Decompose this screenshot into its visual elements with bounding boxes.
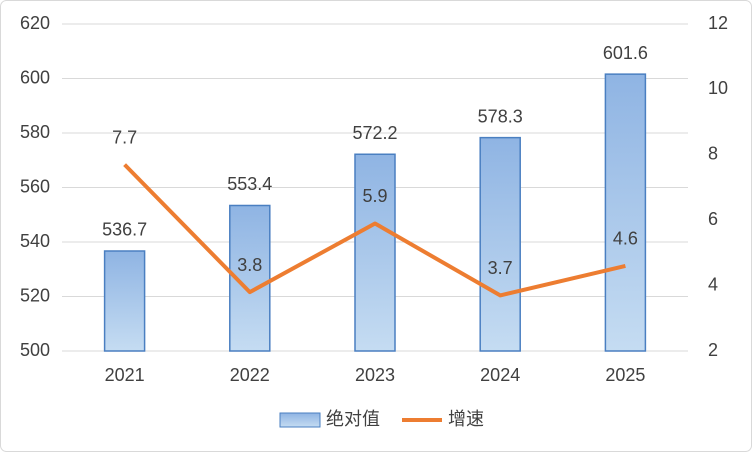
y-tick-label: 520 — [20, 285, 50, 305]
legend-label: 增速 — [448, 409, 484, 429]
bar-label: 601.6 — [603, 43, 648, 63]
bar-label: 572.2 — [352, 123, 397, 143]
x-tick-label: 2023 — [355, 365, 395, 385]
y-tick-label: 500 — [20, 340, 50, 360]
y2-tick-label: 4 — [708, 274, 718, 294]
y-tick-label: 620 — [20, 13, 50, 33]
bar-label: 578.3 — [478, 106, 523, 126]
bar-label: 536.7 — [102, 220, 147, 240]
y2-tick-label: 6 — [708, 209, 718, 229]
y2-tick-label: 10 — [708, 78, 728, 98]
y2-tick-label: 8 — [708, 144, 718, 164]
y2-tick-label: 2 — [708, 340, 718, 360]
y2-tick-label: 12 — [708, 13, 728, 33]
bar — [479, 136, 521, 352]
line-label: 3.7 — [488, 258, 513, 278]
bar — [604, 73, 647, 352]
y-tick-label: 560 — [20, 176, 50, 196]
y-tick-label: 540 — [20, 231, 50, 251]
y-tick-label: 580 — [20, 122, 50, 142]
bar — [229, 204, 271, 352]
x-tick-label: 2021 — [105, 365, 145, 385]
bar-label: 553.4 — [227, 174, 272, 194]
bar — [103, 250, 146, 352]
line-label: 3.8 — [237, 255, 262, 275]
x-tick-label: 2024 — [480, 365, 520, 385]
x-tick-label: 2022 — [230, 365, 270, 385]
line-label: 4.6 — [613, 229, 638, 249]
bar — [354, 153, 396, 352]
line-label: 5.9 — [362, 186, 387, 206]
y-tick-label: 600 — [20, 67, 50, 87]
line-label: 7.7 — [112, 127, 137, 147]
legend-swatch — [279, 412, 321, 428]
x-tick-label: 2025 — [605, 365, 645, 385]
legend-label: 绝对值 — [326, 409, 380, 429]
line — [123, 163, 626, 298]
